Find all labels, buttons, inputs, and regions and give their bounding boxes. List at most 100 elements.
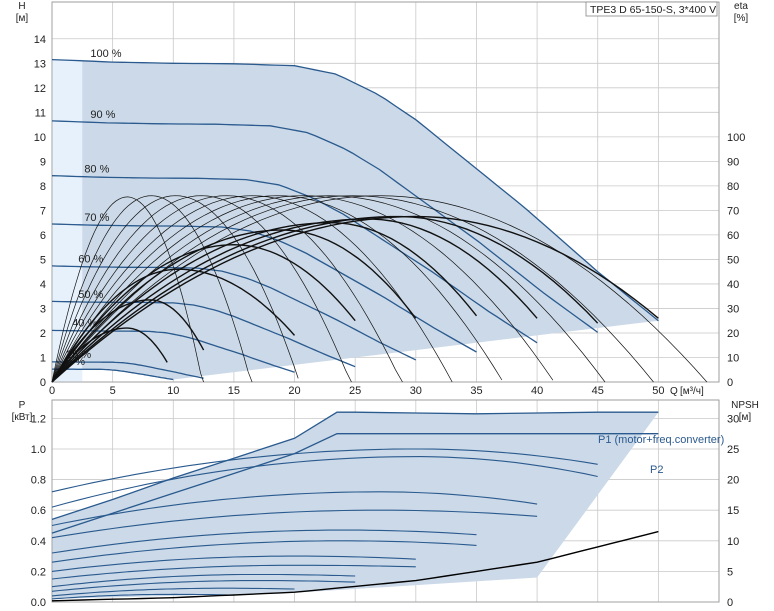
npsh-tick-label: 30 (727, 413, 739, 425)
power-curve (51, 573, 356, 588)
efficiency-curve-bold (51, 215, 599, 383)
y-tick-label: 10 (34, 132, 46, 144)
speed-curve-label: 90 % (90, 109, 115, 121)
y-tick-label: 0 (40, 377, 46, 389)
speed-curve-label: 40 % (72, 318, 97, 330)
y-tick-label: 13 (34, 58, 46, 70)
x-tick-label: 15 (228, 385, 240, 397)
p2-max-curve (51, 433, 659, 534)
power-curve (51, 540, 477, 563)
power-envelope (52, 412, 659, 599)
eta-tick-label: 20 (727, 328, 739, 340)
efficiency-curve (51, 195, 299, 383)
npsh-tick-label: 15 (727, 505, 739, 517)
speed-curve (51, 265, 417, 361)
efficiency-curve (51, 195, 503, 383)
efficiency-curve (51, 195, 708, 383)
q-axis-label: Q (670, 386, 678, 397)
p-tick-label: 0.2 (31, 566, 46, 578)
p-tick-label: 1.2 (31, 413, 46, 425)
efficiency-curve-bold (51, 221, 478, 383)
q-axis-unit: [м³/ч] (680, 386, 704, 397)
speed-curve-label: 80 % (84, 164, 109, 176)
p1-max-curve (51, 411, 659, 521)
y-tick-label: 11 (35, 107, 46, 119)
p-tick-label: 0.4 (31, 536, 46, 548)
efficiency-curve (51, 195, 554, 383)
eta-tick-label: 70 (727, 205, 739, 217)
eta-tick-label: 100 (727, 132, 745, 144)
p-tick-label: 0.6 (31, 505, 46, 517)
min-flow-zone (52, 59, 83, 382)
y-tick-label: 9 (40, 156, 46, 168)
power-npsh-panel: 0.0 0.2 0.4 0.6 0.8 1.0 1.2 0 5 10 15 20 25 30 (31, 399, 739, 609)
y-tick-label: 12 (34, 83, 46, 95)
x-tick-label: 5 (110, 385, 116, 397)
p-tick-label: 0.8 (31, 475, 46, 487)
eta-tick-label: 10 (727, 352, 739, 364)
efficiency-curve-bold (51, 268, 296, 383)
eta-axis-unit: [%] (734, 13, 749, 24)
speed-curve-label: 70 % (84, 212, 109, 224)
x-tick-label: 30 (410, 385, 422, 397)
power-curve (51, 555, 416, 572)
eta-tick-label: 80 (727, 181, 739, 193)
y-tick-label: 1 (40, 352, 46, 364)
x-tick-label: 10 (167, 385, 179, 397)
power-curve (51, 564, 416, 580)
efficiency-curve (51, 195, 453, 383)
p-tick-label: 0.0 (31, 597, 46, 609)
x-tick-label: 35 (470, 385, 482, 397)
x-tick-label: 40 (531, 385, 543, 397)
speed-curve (52, 368, 174, 381)
speed-curve (51, 329, 295, 373)
power-curve (51, 456, 598, 508)
efficiency-curve-bold (51, 215, 659, 383)
efficiency-curve-bold (51, 218, 538, 383)
y-tick-label: 8 (40, 181, 46, 193)
speed-curve (51, 223, 477, 353)
npsh-tick-label: 20 (727, 475, 739, 487)
power-curve (51, 509, 538, 539)
p-axis-unit: [кВт] (12, 412, 33, 423)
efficiency-curve (51, 195, 352, 383)
x-tick-label: 45 (592, 385, 604, 397)
title-box (585, 1, 718, 17)
power-curve (51, 587, 295, 597)
x-tick-label: 50 (652, 385, 664, 397)
npsh-tick-label: 25 (727, 444, 739, 456)
y-tick-label: 7 (40, 205, 46, 217)
h-axis-label: H (18, 1, 25, 12)
x-tick-label: 25 (349, 385, 361, 397)
npsh-axis-label: NPSH (731, 400, 759, 411)
speed-curve (52, 361, 204, 379)
speed-curve-label: 50 % (78, 289, 103, 301)
y-tick-label: 4 (40, 279, 46, 291)
eta-tick-label: 50 (727, 254, 739, 266)
p-axis-label: P (19, 400, 26, 411)
power-curve (51, 529, 477, 554)
npsh-axis-unit: [м] (739, 412, 752, 423)
speed-curve (51, 300, 356, 368)
p-tick-label: 1.0 (31, 444, 46, 456)
npsh-tick-label: 5 (727, 566, 733, 578)
p1-series-label: P1 (motor+freq.converter) (598, 434, 724, 446)
speed-curve-label: 100 % (90, 48, 121, 60)
npsh-tick-label: 10 (727, 536, 739, 548)
plot-frame (51, 399, 720, 603)
eta-tick-label: 40 (727, 279, 739, 291)
eta-tick-label: 90 (727, 156, 739, 168)
y-tick-label: 14 (34, 34, 46, 46)
p2-series-label: P2 (650, 464, 663, 476)
efficiency-curve (51, 195, 253, 383)
npsh-curve (51, 530, 659, 602)
eta-tick-label: 30 (727, 303, 739, 315)
speed-curve (51, 175, 538, 344)
y-tick-label: 6 (40, 230, 46, 242)
speed-curve (51, 58, 659, 322)
x-tick-label: 20 (288, 385, 300, 397)
power-curve (51, 448, 598, 493)
power-curve (51, 593, 234, 600)
npsh-tick-label: 0 (727, 597, 733, 609)
